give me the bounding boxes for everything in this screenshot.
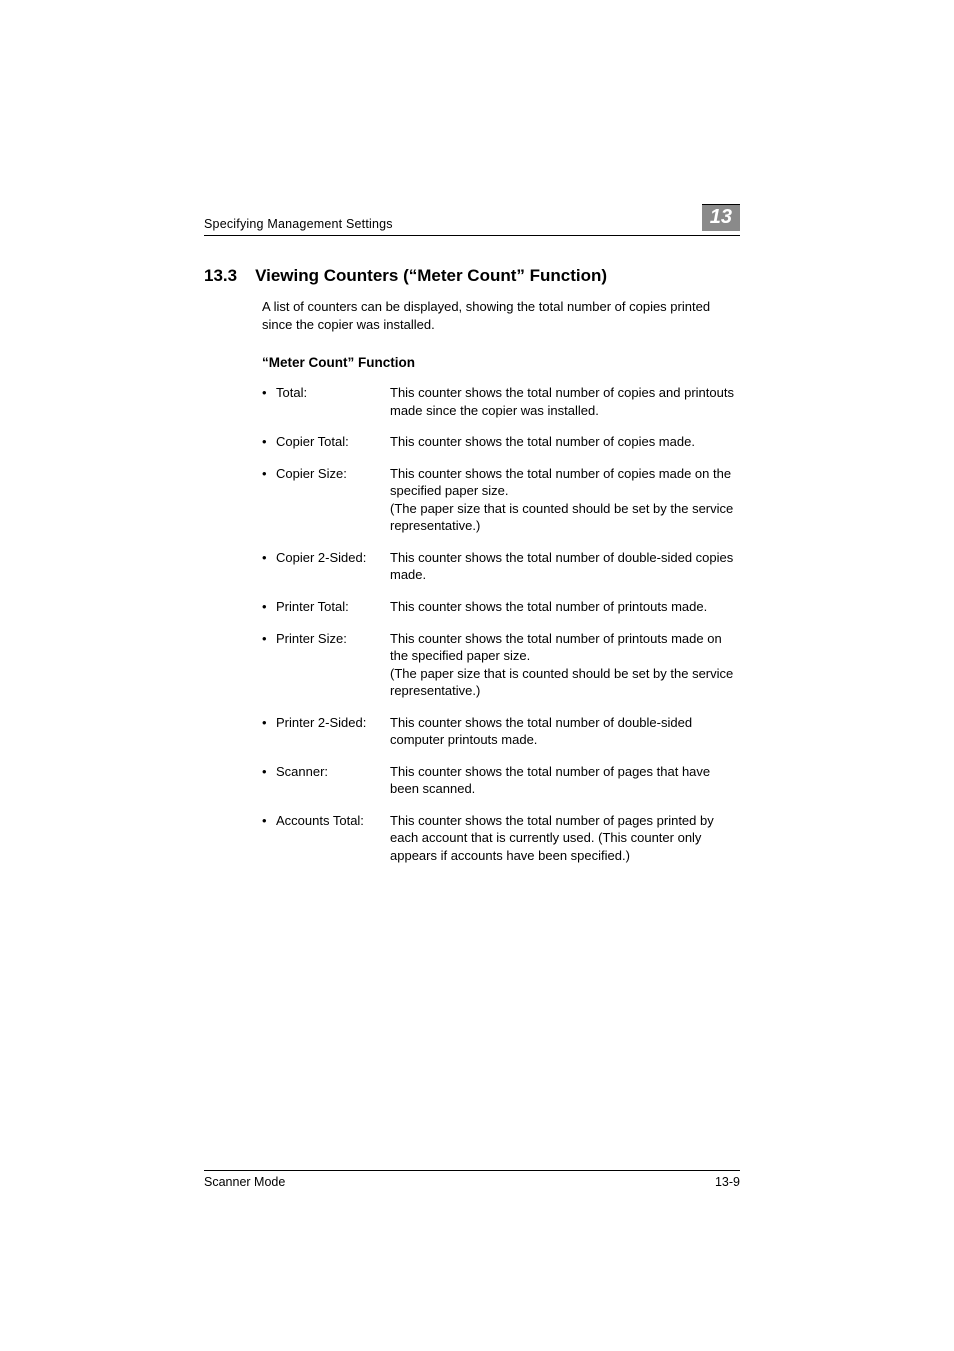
footer-left: Scanner Mode	[204, 1175, 285, 1189]
section-intro: A list of counters can be displayed, sho…	[262, 298, 740, 333]
bullet-icon: •	[262, 714, 276, 732]
definition-row: •Total:This counter shows the total numb…	[262, 384, 740, 419]
definition-description: This counter shows the total number of p…	[390, 812, 740, 865]
header-title: Specifying Management Settings	[204, 217, 393, 231]
bullet-icon: •	[262, 598, 276, 616]
definition-row: •Printer Total:This counter shows the to…	[262, 598, 740, 616]
page-footer: Scanner Mode 13-9	[204, 1170, 740, 1189]
bullet-icon: •	[262, 763, 276, 781]
page-header: Specifying Management Settings 13	[204, 204, 740, 236]
bullet-icon: •	[262, 433, 276, 451]
definition-term: Printer Size:	[276, 630, 390, 648]
definition-row: •Printer Size:This counter shows the tot…	[262, 630, 740, 700]
definition-row: •Copier Size:This counter shows the tota…	[262, 465, 740, 535]
bullet-icon: •	[262, 465, 276, 483]
definition-description: This counter shows the total number of d…	[390, 549, 740, 584]
definition-description: This counter shows the total number of p…	[390, 763, 740, 798]
bullet-icon: •	[262, 812, 276, 830]
definition-row: •Copier Total:This counter shows the tot…	[262, 433, 740, 451]
definition-term: Printer 2-Sided:	[276, 714, 390, 732]
section-number: 13.3	[204, 266, 237, 286]
page: Specifying Management Settings 13 13.3 V…	[0, 0, 954, 1351]
section-heading: 13.3 Viewing Counters (“Meter Count” Fun…	[204, 266, 740, 286]
definition-term: Scanner:	[276, 763, 390, 781]
definition-row: •Accounts Total:This counter shows the t…	[262, 812, 740, 865]
definition-term: Accounts Total:	[276, 812, 390, 830]
definition-description: This counter shows the total number of c…	[390, 433, 740, 451]
definition-term: Copier Size:	[276, 465, 390, 483]
definition-description: This counter shows the total number of p…	[390, 598, 740, 616]
definition-list: •Total:This counter shows the total numb…	[262, 384, 740, 864]
definition-description: This counter shows the total number of c…	[390, 384, 740, 419]
definition-term: Total:	[276, 384, 390, 402]
page-badge: 13	[702, 204, 740, 231]
definition-row: •Printer 2-Sided:This counter shows the …	[262, 714, 740, 749]
definition-term: Copier Total:	[276, 433, 390, 451]
definition-row: •Copier 2-Sided:This counter shows the t…	[262, 549, 740, 584]
footer-right: 13-9	[715, 1175, 740, 1189]
definition-row: •Scanner:This counter shows the total nu…	[262, 763, 740, 798]
definition-description: This counter shows the total number of c…	[390, 465, 740, 535]
section-title: Viewing Counters (“Meter Count” Function…	[255, 266, 607, 286]
bullet-icon: •	[262, 630, 276, 648]
section-subheading: “Meter Count” Function	[262, 355, 740, 370]
bullet-icon: •	[262, 549, 276, 567]
definition-description: This counter shows the total number of p…	[390, 630, 740, 700]
definition-term: Printer Total:	[276, 598, 390, 616]
definition-term: Copier 2-Sided:	[276, 549, 390, 567]
definition-description: This counter shows the total number of d…	[390, 714, 740, 749]
bullet-icon: •	[262, 384, 276, 402]
